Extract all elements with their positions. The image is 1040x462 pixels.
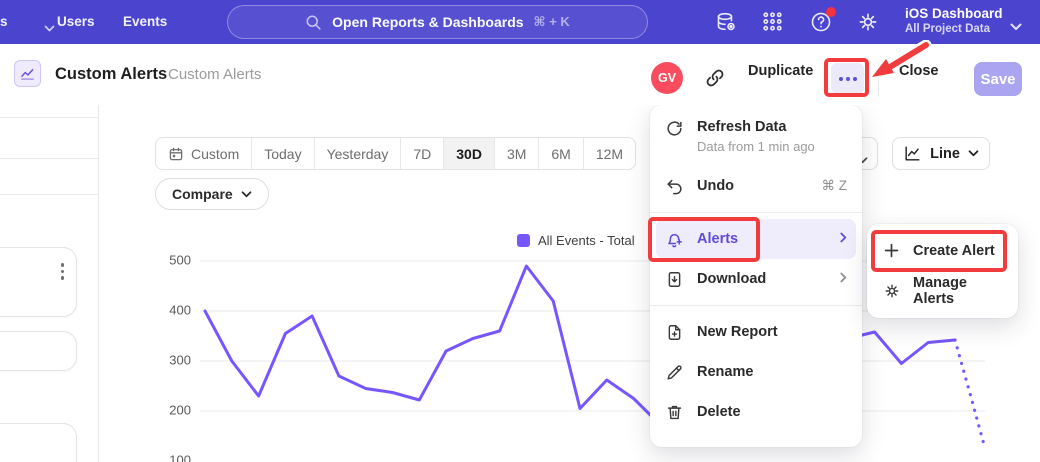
menu-item-download[interactable]: Download (650, 259, 862, 299)
duplicate-button[interactable]: Duplicate (748, 63, 814, 79)
menu-item-refresh-data[interactable]: Refresh Data Data from 1 min ago (650, 114, 862, 166)
save-button[interactable]: Save (974, 62, 1022, 96)
submenu-item-label: Manage Alerts (913, 275, 967, 307)
svg-text:300: 300 (169, 352, 191, 367)
chevron-down-icon (44, 19, 55, 37)
menu-item-undo[interactable]: Undo ⌘ Z (650, 166, 862, 206)
alerts-submenu: Create Alert Manage Alerts (867, 224, 1018, 318)
date-range-custom[interactable]: Custom (156, 138, 251, 169)
date-range-6m[interactable]: 6M (538, 138, 582, 169)
menu-item-rename[interactable]: Rename (650, 352, 862, 392)
nav-item-events[interactable]: Events (123, 14, 168, 29)
chevron-down-icon (968, 150, 979, 157)
data-management-icon[interactable] (714, 10, 738, 34)
menu-item-label: Delete (697, 404, 741, 420)
divider (878, 62, 879, 95)
report-type-icon (14, 60, 41, 87)
divider (0, 194, 99, 195)
chevron-right-icon (840, 231, 847, 247)
svg-text:200: 200 (169, 402, 191, 417)
left-panel (0, 105, 99, 462)
date-range-7d[interactable]: 7D (400, 138, 443, 169)
apps-grid-icon[interactable] (761, 10, 785, 34)
undo-icon (665, 177, 684, 196)
submenu-item-manage-alerts[interactable]: Manage Alerts (867, 271, 1018, 311)
menu-item-label: Undo (697, 178, 735, 194)
search-shortcut: ⌘ + K (533, 14, 570, 29)
legend-label: All Events - Total (538, 233, 635, 248)
chevron-right-icon (840, 271, 847, 287)
chart-legend: All Events - Total (517, 233, 635, 248)
notification-dot (826, 7, 836, 17)
breadcrumb: Custom Alerts (168, 66, 262, 83)
more-options-menu: Refresh Data Data from 1 min ago Undo ⌘ … (650, 105, 862, 447)
avatar[interactable]: GV (651, 62, 683, 94)
svg-text:100: 100 (169, 452, 191, 462)
refresh-icon (665, 119, 684, 138)
chart-type-button[interactable]: Line (892, 137, 990, 170)
new-report-icon (665, 323, 684, 342)
menu-item-label: Rename (697, 364, 754, 380)
page-title: Custom Alerts (55, 65, 168, 83)
legend-swatch (517, 234, 530, 247)
report-card[interactable] (0, 423, 77, 462)
menu-item-label: Download (697, 271, 767, 287)
pencil-icon (665, 363, 684, 382)
trash-icon (665, 403, 684, 422)
divider (0, 117, 99, 118)
menu-item-label: Refresh Data (697, 119, 787, 135)
settings-gear-icon[interactable] (856, 10, 880, 34)
date-range-12m[interactable]: 12M (582, 138, 635, 169)
search-input[interactable]: Open Reports & Dashboards ⌘ + K (227, 5, 648, 39)
project-name[interactable]: iOS Dashboard (905, 6, 1003, 21)
undo-shortcut: ⌘ Z (821, 178, 848, 193)
report-card[interactable] (0, 331, 77, 371)
download-icon (665, 270, 684, 289)
search-icon (305, 14, 322, 31)
line-chart-icon (905, 146, 920, 161)
menu-item-label: New Report (697, 324, 778, 340)
plus-icon (883, 242, 901, 260)
gear-icon (883, 282, 901, 300)
more-options-icon (838, 76, 843, 81)
copy-link-icon[interactable] (704, 67, 726, 89)
date-range-30d-selected[interactable]: 30D (443, 138, 494, 169)
menu-item-label: Alerts (697, 231, 739, 247)
date-range-control: Custom Today Yesterday 7D 30D 3M 6M 12M (155, 137, 637, 170)
svg-text:400: 400 (169, 302, 191, 317)
help-icon[interactable] (809, 10, 833, 34)
report-card[interactable] (0, 247, 77, 317)
search-placeholder: Open Reports & Dashboards (332, 14, 524, 30)
divider (0, 158, 99, 159)
svg-text:500: 500 (169, 252, 191, 267)
compare-button[interactable]: Compare (155, 178, 269, 210)
submenu-item-label: Create Alert (913, 243, 995, 259)
chevron-down-icon (241, 190, 252, 197)
chevron-down-icon[interactable] (1010, 18, 1022, 36)
kebab-menu-icon[interactable] (60, 263, 64, 280)
nav-item-truncated[interactable]: s (0, 14, 8, 29)
menu-item-delete[interactable]: Delete (650, 392, 862, 432)
submenu-item-create-alert[interactable]: Create Alert (867, 231, 1018, 271)
menu-item-alerts[interactable]: Alerts (656, 219, 856, 259)
project-scope: All Project Data (905, 23, 990, 35)
more-options-button[interactable] (831, 63, 864, 94)
top-navigation: s Users Events Open Reports & Dashboards… (0, 0, 1040, 44)
date-range-3m[interactable]: 3M (493, 138, 538, 169)
refresh-status-text: Data from 1 min ago (697, 139, 815, 154)
divider (650, 305, 862, 306)
close-button[interactable]: Close (899, 63, 939, 79)
menu-item-new-report[interactable]: New Report (650, 312, 862, 352)
alert-bell-icon (665, 230, 684, 249)
date-range-yesterday[interactable]: Yesterday (313, 138, 401, 169)
date-range-today[interactable]: Today (251, 138, 313, 169)
calendar-icon (169, 147, 183, 160)
report-header: Custom Alerts Custom Alerts GV Duplicate… (0, 44, 1040, 105)
nav-item-users[interactable]: Users (57, 14, 95, 29)
divider (650, 212, 862, 213)
